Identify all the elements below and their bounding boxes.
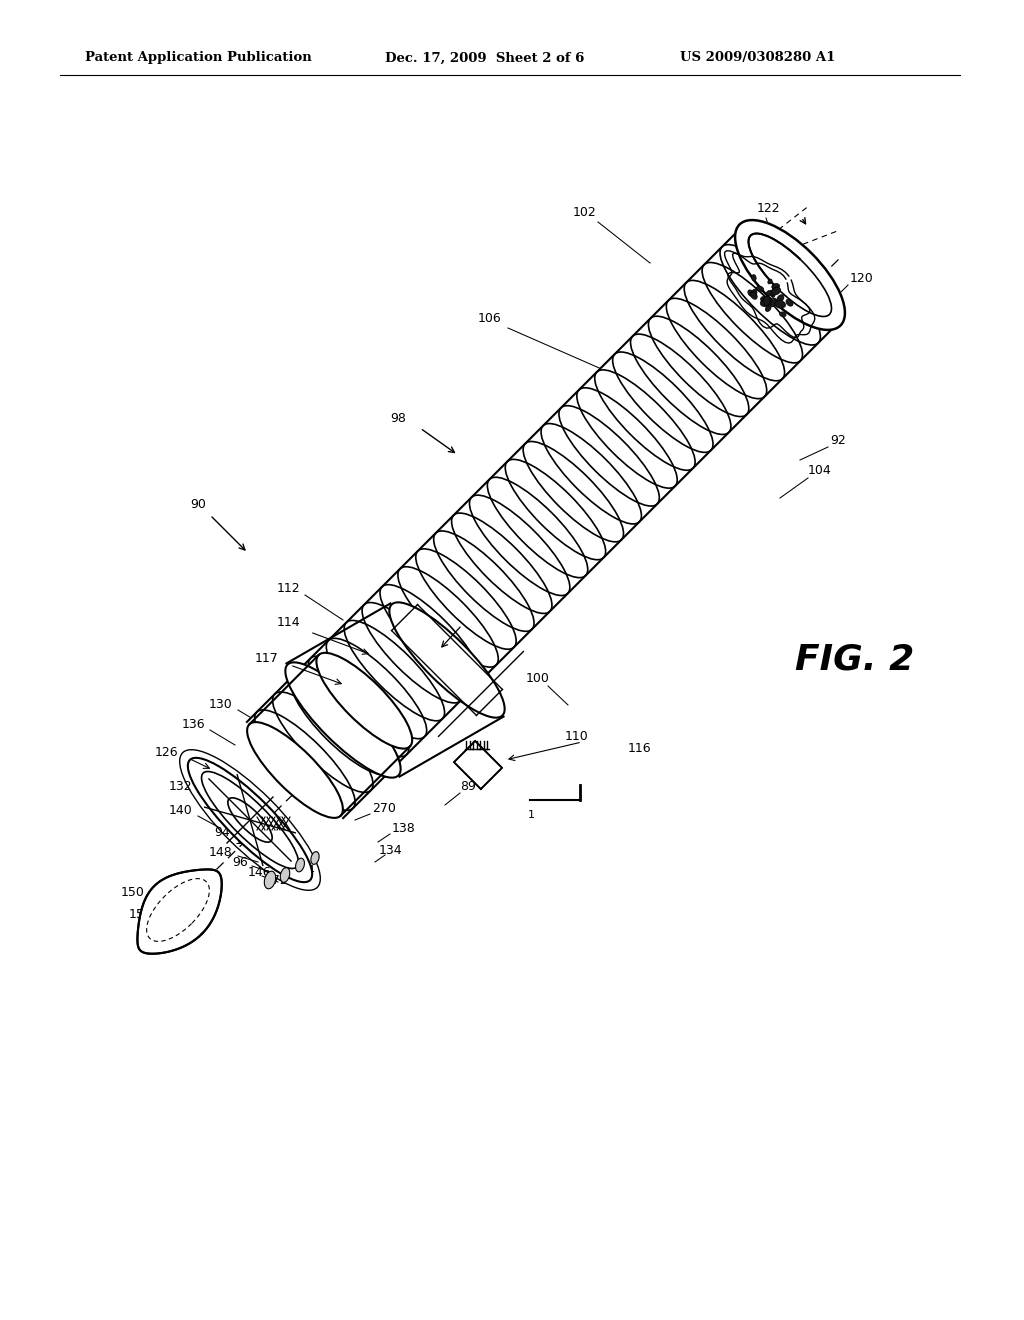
Text: US 2009/0308280 A1: US 2009/0308280 A1 (680, 51, 836, 65)
Text: Patent Application Publication: Patent Application Publication (85, 51, 311, 65)
Ellipse shape (752, 289, 757, 297)
Text: 270: 270 (372, 801, 396, 814)
Ellipse shape (768, 279, 772, 284)
Ellipse shape (296, 858, 304, 871)
Text: 139: 139 (255, 722, 279, 734)
Ellipse shape (767, 290, 774, 296)
Text: 100: 100 (526, 672, 550, 685)
Ellipse shape (770, 298, 777, 306)
Ellipse shape (764, 297, 771, 302)
Text: 142: 142 (234, 833, 259, 846)
Polygon shape (454, 741, 502, 789)
Text: 124: 124 (332, 689, 355, 701)
Ellipse shape (771, 288, 780, 294)
Text: 98: 98 (390, 412, 406, 425)
Ellipse shape (772, 284, 779, 289)
Ellipse shape (779, 312, 786, 317)
Text: 150: 150 (121, 886, 145, 899)
Ellipse shape (749, 234, 831, 317)
Text: 130: 130 (208, 697, 232, 710)
Text: 120: 120 (850, 272, 873, 285)
Ellipse shape (389, 602, 505, 718)
Text: 174: 174 (292, 863, 315, 876)
Ellipse shape (764, 296, 770, 306)
Ellipse shape (281, 867, 290, 882)
Text: 138: 138 (392, 821, 416, 834)
Text: 94: 94 (214, 825, 230, 838)
Text: 134: 134 (378, 843, 401, 857)
Ellipse shape (760, 300, 771, 306)
Text: 96: 96 (232, 855, 248, 869)
Text: 114: 114 (276, 615, 300, 628)
Text: 132: 132 (168, 780, 193, 792)
Ellipse shape (264, 871, 275, 888)
Ellipse shape (202, 771, 298, 869)
Ellipse shape (187, 758, 312, 882)
Text: 126: 126 (155, 746, 178, 759)
Text: 116: 116 (628, 742, 651, 755)
Ellipse shape (761, 297, 769, 304)
Text: 136: 136 (181, 718, 205, 730)
Ellipse shape (227, 797, 272, 842)
Text: 152: 152 (128, 908, 152, 921)
Text: FIG. 2: FIG. 2 (796, 643, 914, 677)
Ellipse shape (777, 294, 784, 302)
Text: 146: 146 (248, 866, 271, 879)
Text: 117: 117 (254, 652, 278, 664)
Ellipse shape (786, 300, 793, 306)
Ellipse shape (316, 653, 413, 748)
Text: 140: 140 (168, 804, 193, 817)
Text: 148: 148 (208, 846, 232, 858)
Ellipse shape (757, 286, 764, 292)
Polygon shape (247, 227, 838, 818)
Text: 172: 172 (265, 874, 289, 887)
Ellipse shape (286, 663, 400, 777)
Ellipse shape (748, 290, 755, 297)
Ellipse shape (311, 851, 319, 865)
Text: 112: 112 (276, 582, 300, 594)
Text: 90: 90 (190, 499, 206, 511)
Ellipse shape (771, 292, 775, 297)
Ellipse shape (765, 305, 771, 312)
Ellipse shape (752, 275, 756, 281)
Text: 1: 1 (528, 810, 535, 820)
Ellipse shape (735, 220, 845, 330)
Text: 89: 89 (460, 780, 476, 793)
Text: 106: 106 (478, 312, 502, 325)
Text: Dec. 17, 2009  Sheet 2 of 6: Dec. 17, 2009 Sheet 2 of 6 (385, 51, 585, 65)
Text: 110: 110 (564, 730, 588, 743)
Ellipse shape (247, 722, 343, 818)
Ellipse shape (775, 301, 785, 309)
Polygon shape (137, 870, 222, 954)
Text: 122: 122 (756, 202, 780, 214)
Text: 102: 102 (573, 206, 597, 219)
Ellipse shape (751, 292, 757, 300)
Text: 92: 92 (830, 433, 846, 446)
Text: 104: 104 (808, 463, 831, 477)
